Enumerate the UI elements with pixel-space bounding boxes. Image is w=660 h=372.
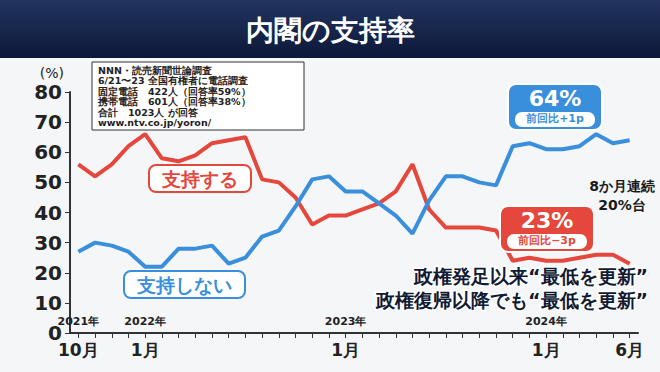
svg-text:2022年: 2022年: [124, 315, 166, 328]
svg-text:携帯電話 601人（回答率38%）: 携帯電話 601人（回答率38%）: [97, 96, 251, 107]
svg-text:内閣の支持率: 内閣の支持率: [246, 14, 415, 47]
svg-text:6/21〜23 全国有権者に電話調査: 6/21〜23 全国有権者に電話調査: [98, 75, 248, 86]
svg-text:1月: 1月: [331, 340, 360, 360]
svg-text:固定電話 422人（回答率59%）: 固定電話 422人（回答率59%）: [98, 86, 251, 97]
svg-text:政権発足以来“最低を更新”: 政権発足以来“最低を更新”: [413, 265, 648, 287]
svg-text:1月: 1月: [532, 340, 561, 360]
svg-text:70: 70: [34, 110, 62, 134]
svg-text:前回比−3p: 前回比−3p: [517, 234, 576, 247]
svg-text:8か月連続: 8か月連続: [589, 178, 655, 194]
svg-text:1月: 1月: [131, 340, 160, 360]
svg-text:2021年: 2021年: [58, 315, 100, 328]
svg-text:前回比+1p: 前回比+1p: [525, 112, 584, 125]
svg-text:6月: 6月: [615, 340, 644, 360]
svg-text:0: 0: [48, 321, 62, 345]
svg-text:NNN・読売新聞世論調査: NNN・読売新聞世論調査: [98, 65, 212, 76]
svg-text:80: 80: [34, 80, 62, 104]
svg-text:30: 30: [34, 231, 62, 255]
svg-text:64%: 64%: [529, 86, 582, 111]
svg-text:50: 50: [34, 170, 62, 194]
svg-text:2024年: 2024年: [525, 315, 567, 328]
svg-text:60: 60: [34, 140, 62, 164]
svg-text:(%): (%): [40, 65, 64, 81]
svg-text:20: 20: [34, 261, 62, 285]
svg-text:10: 10: [34, 291, 62, 315]
svg-text:支持する: 支持する: [161, 168, 238, 190]
svg-text:合計 1023人 が回答: 合計 1023人 が回答: [97, 107, 198, 118]
svg-text:40: 40: [34, 201, 62, 225]
svg-text:www.ntv.co.jp/yoron/: www.ntv.co.jp/yoron/: [98, 117, 212, 128]
svg-text:2023年: 2023年: [325, 315, 367, 328]
svg-text:23%: 23%: [521, 208, 574, 233]
svg-text:政権復帰以降でも“最低を更新”: 政権復帰以降でも“最低を更新”: [375, 289, 648, 311]
svg-text:支持しない: 支持しない: [136, 274, 232, 296]
svg-text:20%台: 20%台: [598, 197, 646, 213]
svg-text:10月: 10月: [58, 340, 99, 360]
